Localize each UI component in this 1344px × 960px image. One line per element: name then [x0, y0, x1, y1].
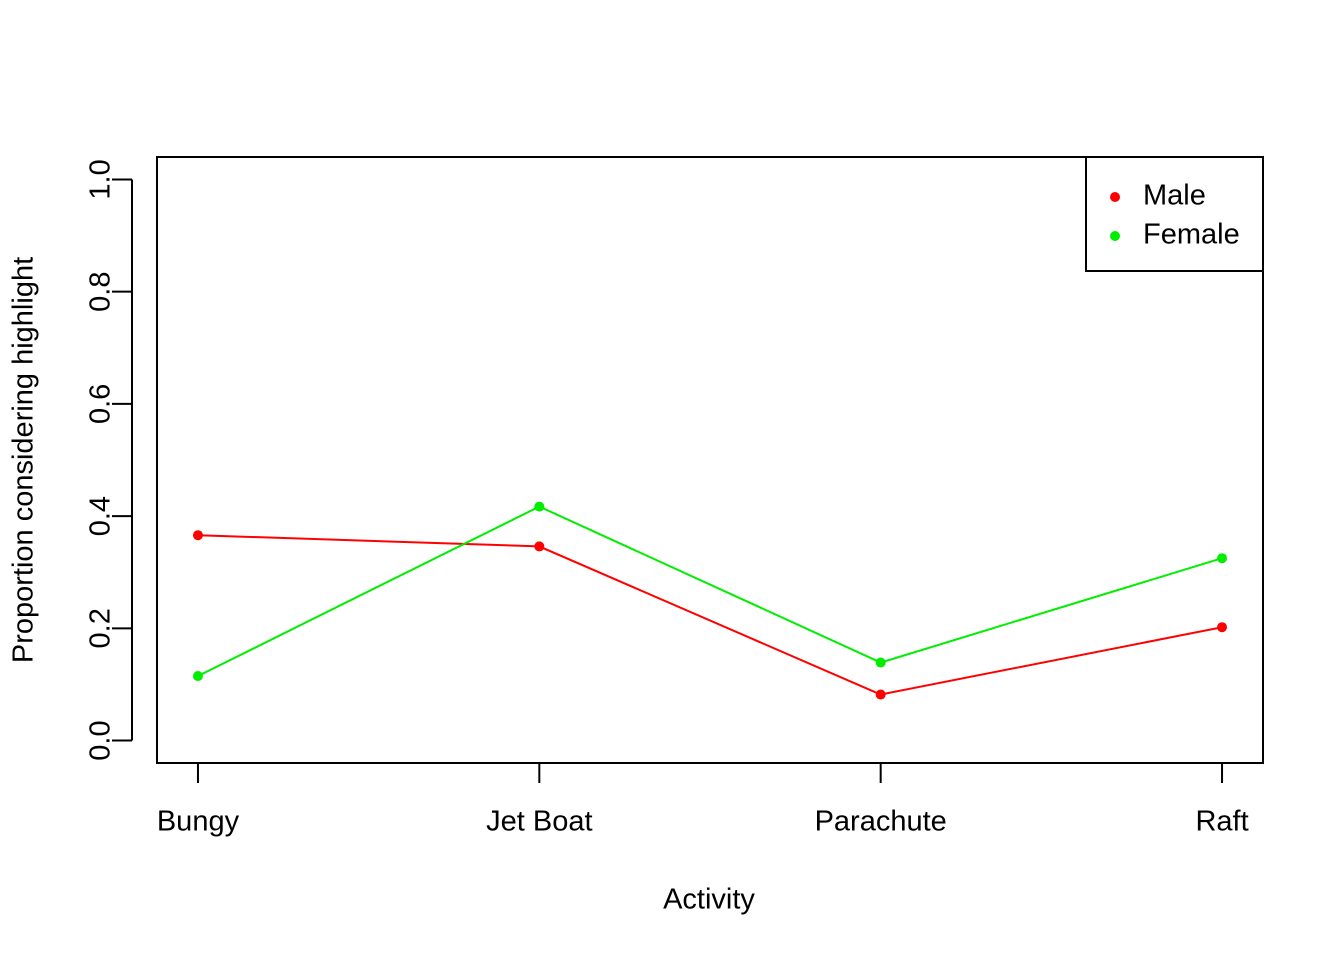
data-point	[192, 671, 203, 682]
x-tick-label: Parachute	[815, 806, 947, 838]
legend-marker	[1110, 231, 1120, 241]
series-line	[197, 534, 1223, 696]
x-tick-label: Jet Boat	[486, 806, 592, 838]
x-axis-label: Activity	[663, 884, 755, 916]
legend-marker	[1110, 192, 1120, 202]
data-point	[534, 541, 545, 552]
data-point	[1217, 622, 1228, 633]
data-point	[875, 689, 886, 700]
legend-label: Male	[1143, 180, 1206, 212]
y-tick-label: 0.0	[85, 720, 117, 760]
data-point	[875, 657, 886, 668]
legend-label: Female	[1143, 219, 1240, 251]
legend-box	[1085, 156, 1264, 272]
data-point	[1217, 553, 1228, 564]
series-line	[197, 505, 1223, 677]
y-axis-label: Proportion considering highlight	[8, 257, 40, 663]
y-tick-label: 0.4	[85, 496, 117, 536]
x-tick-label: Raft	[1195, 806, 1248, 838]
data-point	[534, 501, 545, 512]
y-tick-label: 1.0	[85, 159, 117, 199]
x-tick-label: Bungy	[157, 806, 240, 838]
y-tick-label: 0.6	[85, 384, 117, 424]
y-tick-label: 0.2	[85, 608, 117, 648]
data-point	[192, 530, 203, 541]
y-tick-label: 0.8	[85, 272, 117, 312]
